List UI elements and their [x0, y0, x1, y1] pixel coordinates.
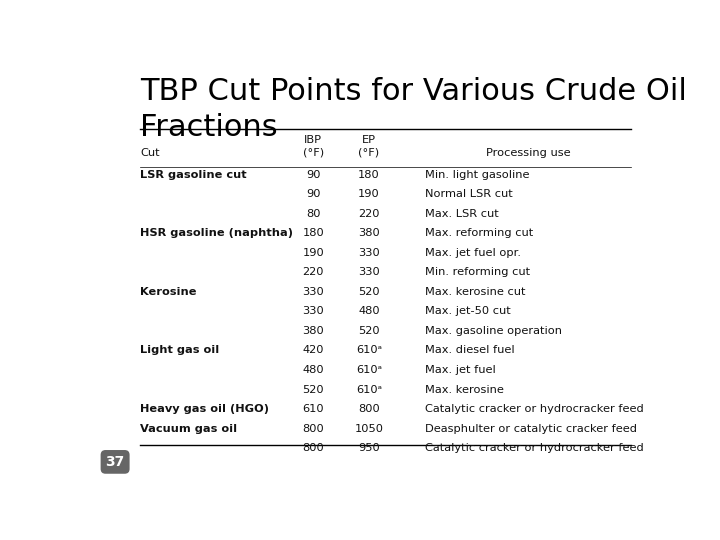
- Text: Deasphulter or catalytic cracker feed: Deasphulter or catalytic cracker feed: [425, 424, 636, 434]
- Text: 480: 480: [358, 306, 380, 316]
- Text: Max. jet fuel: Max. jet fuel: [425, 365, 495, 375]
- Text: Processing use: Processing use: [486, 148, 570, 158]
- Text: Max. gasoline operation: Max. gasoline operation: [425, 326, 562, 336]
- Text: Light gas oil: Light gas oil: [140, 346, 220, 355]
- Text: 190: 190: [302, 248, 324, 258]
- Text: 950: 950: [358, 443, 380, 453]
- Text: (°F): (°F): [302, 148, 324, 158]
- Text: (°F): (°F): [359, 148, 379, 158]
- Text: 330: 330: [358, 267, 380, 278]
- Text: TBP Cut Points for Various Crude Oil
Fractions: TBP Cut Points for Various Crude Oil Fra…: [140, 77, 687, 142]
- Text: Vacuum gas oil: Vacuum gas oil: [140, 424, 238, 434]
- Text: 610: 610: [302, 404, 324, 414]
- Text: Min. reforming cut: Min. reforming cut: [425, 267, 530, 278]
- Text: Kerosine: Kerosine: [140, 287, 197, 297]
- Text: 330: 330: [302, 306, 324, 316]
- Text: Min. light gasoline: Min. light gasoline: [425, 170, 529, 180]
- Text: Catalytic cracker or hydrocracker feed: Catalytic cracker or hydrocracker feed: [425, 404, 644, 414]
- Text: Max. jet fuel opr.: Max. jet fuel opr.: [425, 248, 521, 258]
- Text: 220: 220: [359, 208, 379, 219]
- Text: 1050: 1050: [354, 424, 384, 434]
- Text: 330: 330: [302, 287, 324, 297]
- Text: 800: 800: [302, 443, 324, 453]
- Text: IBP: IBP: [305, 136, 323, 145]
- Text: 610ᵃ: 610ᵃ: [356, 384, 382, 395]
- Text: 190: 190: [358, 189, 380, 199]
- Text: 37: 37: [106, 455, 125, 469]
- Text: EP: EP: [362, 136, 376, 145]
- Text: 380: 380: [358, 228, 380, 238]
- Text: 90: 90: [306, 170, 320, 180]
- Text: Max. diesel fuel: Max. diesel fuel: [425, 346, 514, 355]
- Text: 180: 180: [302, 228, 324, 238]
- Text: Max. kerosine cut: Max. kerosine cut: [425, 287, 526, 297]
- Text: 480: 480: [302, 365, 324, 375]
- Text: 80: 80: [306, 208, 320, 219]
- Text: 800: 800: [302, 424, 324, 434]
- Text: 380: 380: [302, 326, 324, 336]
- Text: 180: 180: [358, 170, 380, 180]
- Text: Max. reforming cut: Max. reforming cut: [425, 228, 533, 238]
- Text: 220: 220: [302, 267, 324, 278]
- Text: 610ᵃ: 610ᵃ: [356, 346, 382, 355]
- Text: 420: 420: [302, 346, 324, 355]
- Text: Heavy gas oil (HGO): Heavy gas oil (HGO): [140, 404, 269, 414]
- Text: LSR gasoline cut: LSR gasoline cut: [140, 170, 247, 180]
- Text: 800: 800: [358, 404, 380, 414]
- Text: Cut: Cut: [140, 148, 160, 158]
- Text: Max. kerosine: Max. kerosine: [425, 384, 504, 395]
- Text: 520: 520: [358, 287, 380, 297]
- Text: HSR gasoline (naphtha): HSR gasoline (naphtha): [140, 228, 293, 238]
- Text: 520: 520: [302, 384, 324, 395]
- Text: Max. jet-50 cut: Max. jet-50 cut: [425, 306, 510, 316]
- Text: Max. LSR cut: Max. LSR cut: [425, 208, 498, 219]
- Text: 610ᵃ: 610ᵃ: [356, 365, 382, 375]
- Text: Normal LSR cut: Normal LSR cut: [425, 189, 513, 199]
- Text: 520: 520: [358, 326, 380, 336]
- Text: 330: 330: [358, 248, 380, 258]
- Text: Catalytic cracker or hydrocracker feed: Catalytic cracker or hydrocracker feed: [425, 443, 644, 453]
- Text: 90: 90: [306, 189, 320, 199]
